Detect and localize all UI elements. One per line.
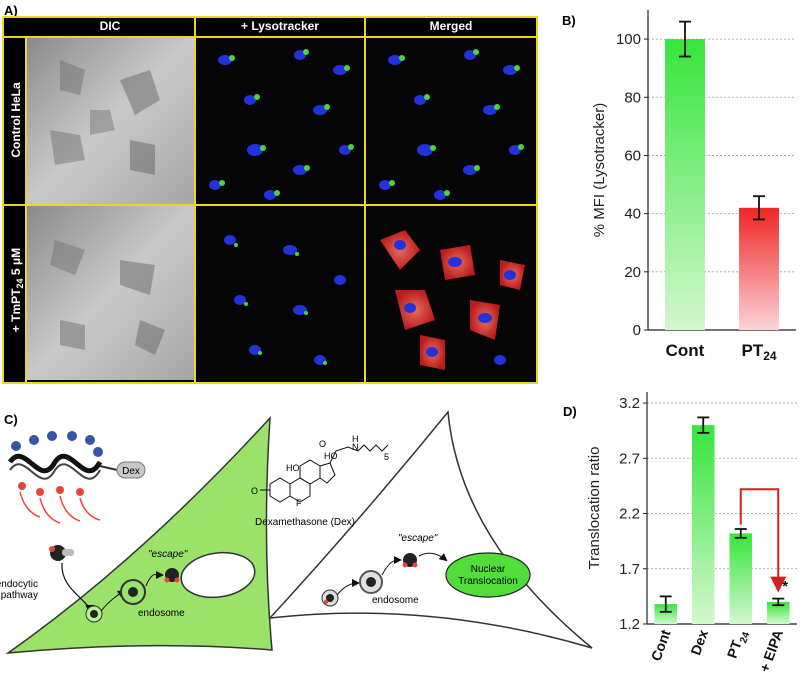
merged-treated-image xyxy=(367,206,534,380)
x-tick-label: + EIPA xyxy=(756,628,786,675)
panel-c-label: C) xyxy=(4,412,18,427)
micrograph-frame xyxy=(2,16,538,384)
y-tick-label: 1.7 xyxy=(619,561,640,578)
polymer-drawing: Dex xyxy=(7,431,146,524)
y-axis-label: Translocation ratio xyxy=(586,447,603,570)
svg-text:5: 5 xyxy=(384,452,389,462)
x-tick-label: Cont xyxy=(666,341,705,360)
endosome-left-label: endosome xyxy=(138,608,185,619)
y-tick-label: 60 xyxy=(624,147,641,164)
svg-text:F: F xyxy=(296,498,302,508)
escape-left-label: "escape" xyxy=(148,549,188,560)
dexamethasone-caption: Dexamethasone (Dex) xyxy=(255,517,355,528)
y-tick-label: 2.2 xyxy=(619,506,640,523)
escape-right-label: "escape" xyxy=(398,533,438,544)
panel-b-label: B) xyxy=(562,13,576,28)
svg-text:O: O xyxy=(251,486,258,496)
bar xyxy=(729,533,752,624)
panel-c: C) Dex endocytic pathway xyxy=(0,410,593,655)
y-tick-label: 3.2 xyxy=(619,395,640,412)
endocytic-label-2: pathway xyxy=(1,590,38,601)
endocytic-label-1: endocytic xyxy=(0,579,38,590)
y-tick-label: 2.7 xyxy=(619,450,640,467)
nucleus-right xyxy=(445,552,531,598)
bar xyxy=(739,207,779,330)
cell-left-nucleus xyxy=(180,551,256,599)
dic-cell-shapes xyxy=(50,60,165,355)
bar xyxy=(654,604,677,624)
row-label-control: Control HeLa xyxy=(9,82,23,158)
chart-b: 0 20 40 60 80 100 % MFI (Lysotracker) Cont PT24 xyxy=(591,10,796,363)
bar xyxy=(692,425,715,624)
dic-treated-image xyxy=(27,206,194,380)
panel-a: A) DIC + Lysotracker Merged Control HeLa… xyxy=(2,3,538,384)
y-tick-label: 100 xyxy=(616,31,641,48)
chart-d: 1.2 1.7 2.2 2.7 3.2 Translocation ratio Cont De… xyxy=(586,392,797,674)
significance-star: * xyxy=(782,578,788,595)
x-tick-label: PT24 xyxy=(741,341,776,363)
svg-text:HO: HO xyxy=(324,451,338,461)
y-tick-label: 1.2 xyxy=(619,616,640,633)
column-header-dic: DIC xyxy=(100,19,121,33)
nuclear-label-1: Nuclear xyxy=(471,564,506,575)
bar xyxy=(767,601,790,624)
svg-text:H: H xyxy=(352,434,359,444)
lyso-treated-image xyxy=(197,206,364,380)
y-tick-label: 80 xyxy=(624,89,641,106)
panel-b: B) 0 20 40 60 80 100 % MFI (Lysotracker) Cont PT… xyxy=(562,10,796,363)
svg-text:N: N xyxy=(352,442,359,452)
column-header-lysotracker: + Lysotracker xyxy=(241,19,319,33)
x-tick-label: Dex xyxy=(687,627,711,657)
y-tick-label: 0 xyxy=(633,322,641,339)
y-tick-label: 40 xyxy=(624,206,641,223)
dexamethasone-structure xyxy=(260,444,389,503)
control-cells xyxy=(209,49,524,200)
row-label-tmpt24: + TmPT24 5 μM xyxy=(9,248,25,332)
significance-arrow xyxy=(739,488,787,593)
dexamethasone-atoms: HO HO H N O O F 5 xyxy=(251,434,389,508)
dex-tag-shape xyxy=(116,461,146,479)
treated-cells xyxy=(224,230,525,370)
panel-d-label: D) xyxy=(563,404,577,419)
svg-text:O: O xyxy=(319,439,326,449)
y-axis-label: % MFI (Lysotracker) xyxy=(591,103,608,237)
dex-tag-label: Dex xyxy=(122,466,140,477)
endosome-right-label: endosome xyxy=(372,595,419,606)
x-tick-label: PT24 xyxy=(724,627,753,662)
svg-text:HO: HO xyxy=(286,463,300,473)
column-header-merged: Merged xyxy=(430,19,473,33)
panel-a-label: A) xyxy=(4,3,18,18)
nuclear-label-2: Translocation xyxy=(458,576,518,587)
x-tick-label: Cont xyxy=(648,627,674,663)
y-tick-label: 20 xyxy=(624,264,641,281)
bar xyxy=(665,39,705,330)
panel-d: D) 1.2 1.7 2.2 2.7 3.2 Translocation ratio Con… xyxy=(563,392,797,674)
